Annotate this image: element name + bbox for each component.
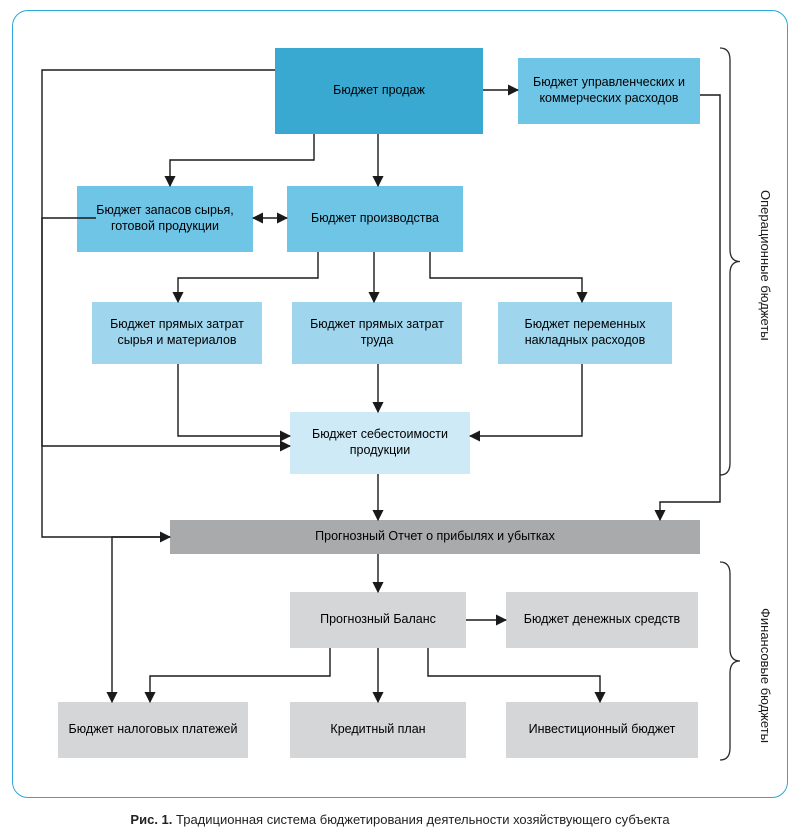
node-prod: Бюджет производства: [287, 186, 463, 252]
node-balance: Прогнозный Баланс: [290, 592, 466, 648]
label-financial: Финансовые бюджеты: [758, 580, 773, 770]
node-overhead: Бюджет переменных накладных расходов: [498, 302, 672, 364]
node-credit: Кредитный план: [290, 702, 466, 758]
node-pnl: Прогнозный Отчет о прибылях и убытках: [170, 520, 700, 554]
figure-caption: Рис. 1. Традиционная система бюджетирова…: [0, 812, 800, 827]
node-sales: Бюджет продаж: [275, 48, 483, 134]
node-tax: Бюджет налоговых платежей: [58, 702, 248, 758]
node-mgmt: Бюджет управленческих и коммерческих рас…: [518, 58, 700, 124]
node-cost: Бюджет себестоимости продукции: [290, 412, 470, 474]
node-labor: Бюджет прямых затрат труда: [292, 302, 462, 364]
node-mat: Бюджет прямых затрат сырья и материалов: [92, 302, 262, 364]
label-operational: Операционные бюджеты: [758, 150, 773, 380]
node-invest: Инвестиционный бюджет: [506, 702, 698, 758]
node-cash: Бюджет денежных средств: [506, 592, 698, 648]
node-stock: Бюджет запасов сырья, готовой продукции: [77, 186, 253, 252]
